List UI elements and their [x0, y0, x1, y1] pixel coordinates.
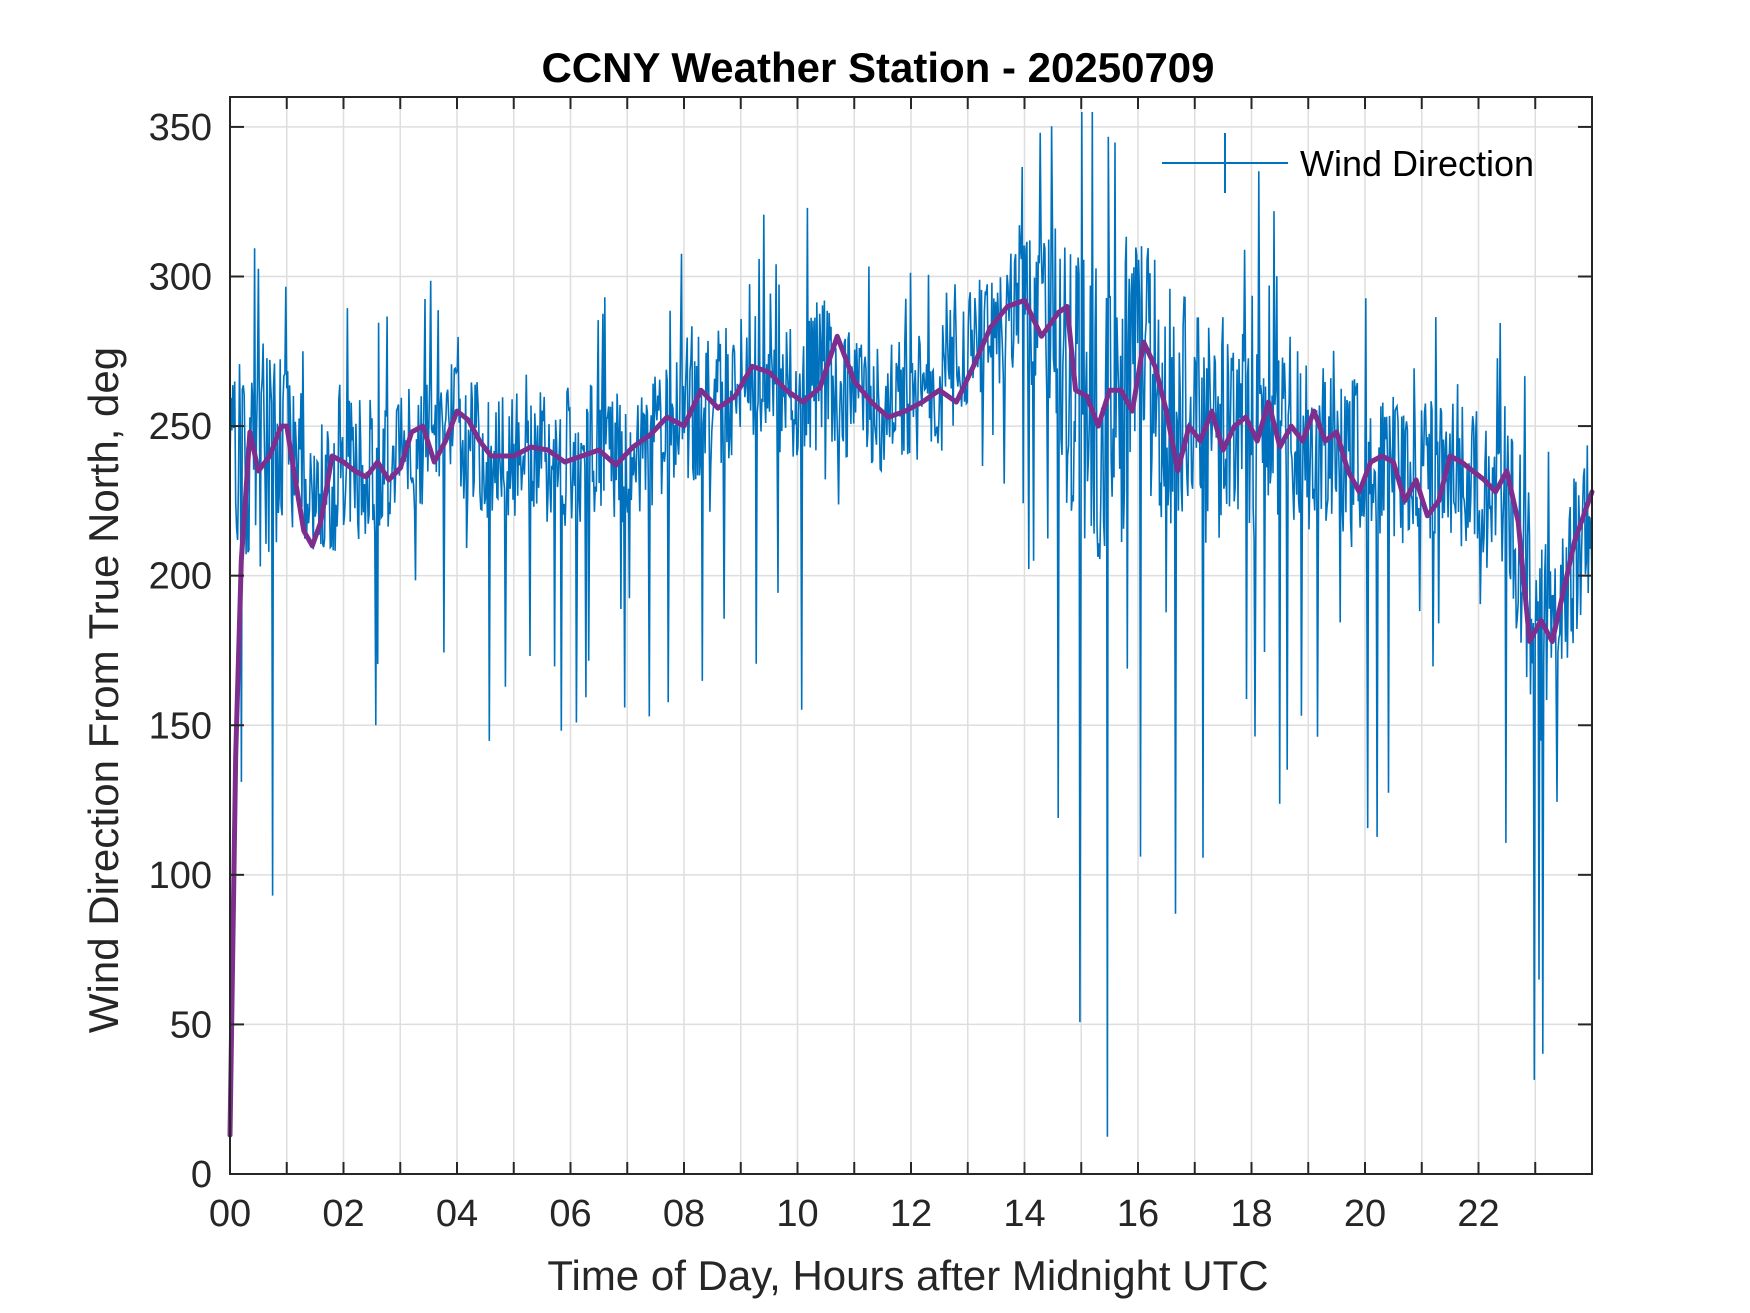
- x-tick-label: 12: [890, 1193, 932, 1235]
- axis-ticks: [229, 97, 1593, 1175]
- x-tick-label: 02: [322, 1193, 364, 1235]
- y-axis-label: Wind Direction From True North, deg: [80, 347, 127, 1033]
- legend-entry-wind-direction: Wind Direction: [1300, 143, 1534, 184]
- x-tick-label: 22: [1457, 1193, 1499, 1235]
- y-tick-label: 0: [191, 1154, 212, 1196]
- x-tick-label: 16: [1117, 1193, 1159, 1235]
- chart-title: CCNY Weather Station - 20250709: [541, 44, 1214, 91]
- y-tick-label: 350: [149, 107, 212, 149]
- x-tick-label: 04: [436, 1193, 478, 1235]
- legend: Wind Direction: [1162, 133, 1534, 193]
- x-tick-label: 08: [663, 1193, 705, 1235]
- x-tick-label: 14: [1003, 1193, 1045, 1235]
- x-tick-label: 06: [549, 1193, 591, 1235]
- wind-direction-series-line: [229, 111, 1593, 1137]
- x-axis-label: Time of Day, Hours after Midnight UTC: [547, 1252, 1268, 1299]
- x-tick-label: 10: [776, 1193, 818, 1235]
- tick-labels: 00 02 04 06 08 10 12 14 16 18 20 22 0 50 100 150 200 250 3…: [149, 107, 1500, 1235]
- series-layer: [227, 111, 1595, 1138]
- x-tick-label: 18: [1230, 1193, 1272, 1235]
- y-tick-label: 250: [149, 406, 212, 448]
- y-tick-label: 200: [149, 556, 212, 598]
- x-tick-label: 00: [209, 1193, 251, 1235]
- y-tick-label: 300: [149, 257, 212, 299]
- y-tick-label: 50: [170, 1004, 212, 1046]
- y-tick-label: 100: [149, 855, 212, 897]
- y-tick-label: 150: [149, 705, 212, 747]
- x-tick-label: 20: [1344, 1193, 1386, 1235]
- running-average-series-line: [227, 297, 1595, 1138]
